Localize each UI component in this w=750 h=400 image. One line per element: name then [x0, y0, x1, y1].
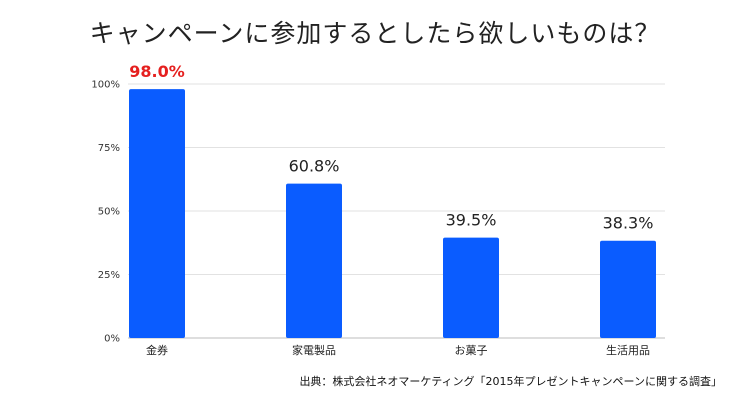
data-label: 98.0%: [129, 62, 185, 81]
bar: [129, 89, 185, 338]
x-tick-label: 家電製品: [292, 343, 336, 357]
data-label: 38.3%: [603, 214, 654, 233]
y-tick-label: 0%: [104, 334, 120, 345]
chart-title: キャンペーンに参加するとしたら欲しいものは？: [89, 19, 661, 48]
x-tick-label: お菓子: [455, 344, 488, 357]
bar: [286, 183, 342, 338]
bar: [443, 237, 499, 338]
y-tick-label: 100%: [91, 80, 120, 91]
bar: [600, 240, 656, 338]
y-tick-label: 75%: [98, 143, 120, 154]
source-note: 出典：株式会社ネオマーケティング「2015年プレゼントキャンペーンに関する調査」: [299, 375, 722, 388]
data-label: 39.5%: [446, 211, 497, 230]
y-tick-label: 25%: [98, 270, 120, 281]
data-label: 60.8%: [289, 157, 340, 176]
x-tick-label: 金券: [146, 343, 168, 357]
y-tick-label: 50%: [98, 207, 120, 218]
x-tick-label: 生活用品: [606, 343, 650, 357]
